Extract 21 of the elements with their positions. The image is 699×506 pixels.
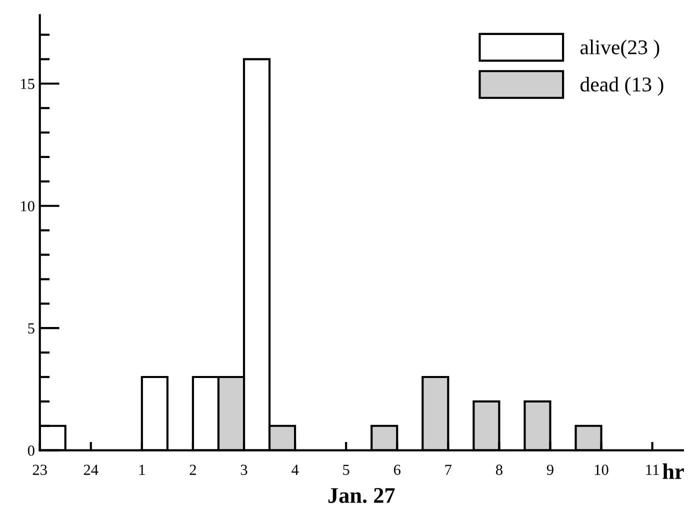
x-tick-label: 2 [190,464,196,475]
x-tick-label: 5 [343,464,350,475]
x-tick-label: 10 [594,464,608,475]
y-tick-label: 10 [21,201,34,212]
x-tick-label: 11 [646,464,659,475]
x-axis-title: hr [662,463,684,479]
x-tick-label: 24 [84,464,98,475]
x-tick-label: 8 [496,464,502,475]
legend-label: dead (13 ) [580,76,664,96]
y-tick-label: 15 [21,78,34,90]
y-tick-label: 0 [28,445,34,456]
x-tick-label: 3 [240,464,248,475]
x-tick-label: 1 [139,464,145,475]
text: Jan. 27 [328,488,395,504]
x-tick-label: 9 [546,464,554,475]
y-tick-label: 5 [28,323,34,334]
x-tick-label: 6 [394,464,400,475]
x-tick-label: 23 [32,464,47,475]
legend-label: alive(23 ) [580,40,660,59]
x-tick-label: 4 [292,464,299,475]
x-tick-label: 7 [445,464,452,475]
